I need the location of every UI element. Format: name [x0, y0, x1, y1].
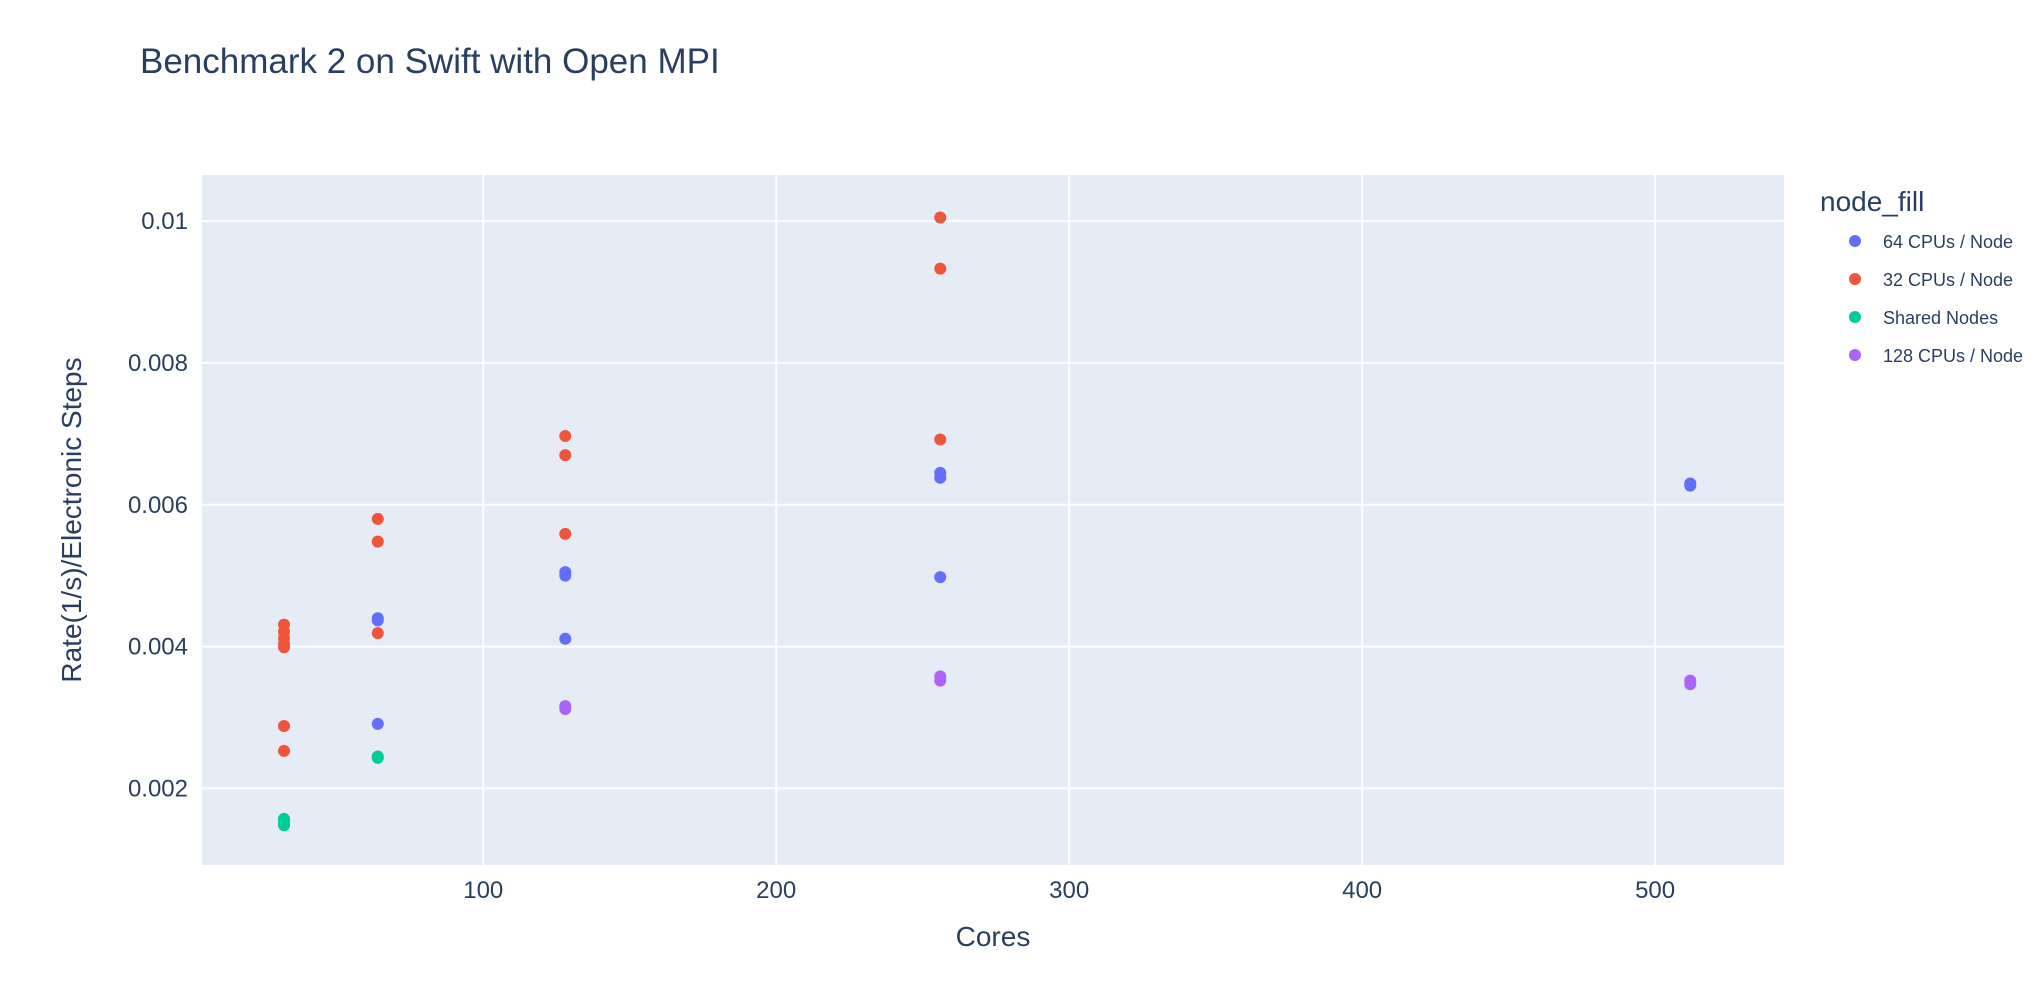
data-point: [934, 433, 947, 446]
y-tick-label: 0.006: [128, 492, 188, 519]
data-point: [934, 262, 947, 275]
data-point: [934, 211, 947, 224]
legend: node_fill 64 CPUs / Node 32 CPUs / Node Sh…: [1820, 186, 2023, 366]
data-point: [934, 571, 947, 584]
legend-item-label: 128 CPUs / Node: [1883, 346, 2023, 366]
x-gridlines: [482, 175, 1657, 865]
x-tick-label: 200: [756, 877, 796, 904]
data-point: [559, 702, 572, 715]
y-tick-label: 0.004: [128, 634, 188, 661]
data-point: [278, 744, 291, 757]
data-point: [559, 449, 572, 462]
legend-marker: [1849, 235, 1861, 247]
legend-marker: [1849, 311, 1861, 323]
data-point: [371, 612, 384, 625]
data-point: [559, 632, 572, 645]
x-tick-label: 300: [1049, 877, 1089, 904]
legend-item-label: 64 CPUs / Node: [1883, 232, 2013, 252]
y-gridlines: [202, 220, 1784, 790]
data-point: [278, 819, 291, 832]
plot-area: [202, 175, 1784, 865]
y-axis-ticks: 0.002 0.004 0.006 0.008 0.01: [128, 208, 188, 802]
legend-title: node_fill: [1820, 186, 1924, 217]
data-point: [559, 569, 572, 582]
data-point: [559, 429, 572, 442]
data-point: [1684, 479, 1697, 492]
y-tick-label: 0.01: [141, 208, 188, 235]
legend-item-label: 32 CPUs / Node: [1883, 270, 2013, 290]
data-point: [371, 751, 384, 764]
x-tick-label: 100: [463, 877, 503, 904]
y-axis-title: Rate(1/s)/Electronic Steps: [56, 357, 87, 682]
x-axis-title: Cores: [956, 921, 1031, 952]
data-points: [278, 211, 1697, 832]
legend-marker: [1849, 273, 1861, 285]
y-tick-label: 0.002: [128, 775, 188, 802]
chart-title: Benchmark 2 on Swift with Open MPI: [140, 42, 720, 81]
data-point: [371, 512, 384, 525]
x-axis-ticks: 100 200 300 400 500: [463, 877, 1675, 904]
x-tick-label: 500: [1635, 877, 1675, 904]
data-point: [278, 641, 291, 654]
y-tick-label: 0.008: [128, 350, 188, 377]
data-point: [934, 471, 947, 484]
data-point: [934, 674, 947, 687]
x-tick-label: 400: [1342, 877, 1382, 904]
data-point: [371, 627, 384, 640]
data-point: [278, 720, 291, 733]
data-point: [1684, 678, 1697, 691]
data-point: [559, 527, 572, 540]
data-point: [371, 535, 384, 548]
legend-marker: [1849, 349, 1861, 361]
data-point: [371, 717, 384, 730]
legend-item-label: Shared Nodes: [1883, 308, 1998, 328]
